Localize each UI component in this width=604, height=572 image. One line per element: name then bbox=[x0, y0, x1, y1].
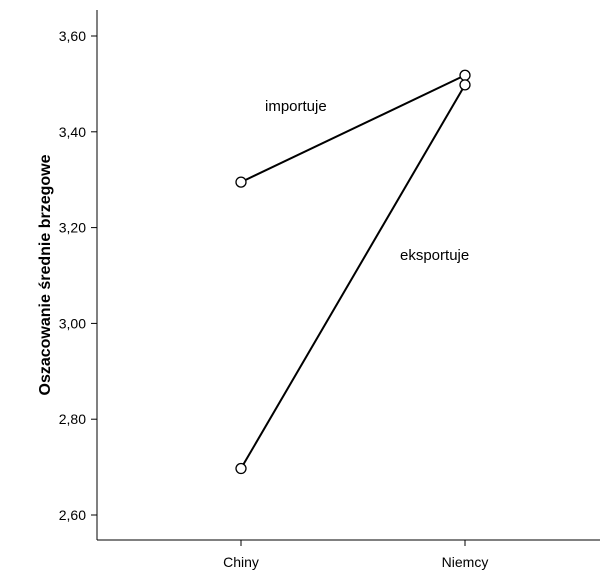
y-tick-label-0: 2,60 bbox=[59, 507, 86, 523]
annotation-eksportuje: eksportuje bbox=[400, 247, 469, 264]
axes bbox=[96, 10, 600, 541]
x-tick-label-1: Niemcy bbox=[442, 554, 489, 570]
series bbox=[240, 74, 466, 470]
y-axis-label: Oszacowanie średnie brzegowe bbox=[37, 154, 54, 395]
y-tick-label-2: 3,00 bbox=[59, 315, 86, 331]
y-tick-label-5: 3,60 bbox=[59, 28, 86, 44]
y-ticks: 2,60 2,80 3,00 3,20 3,40 3,60 bbox=[59, 28, 97, 523]
point-importuje-Niemcy bbox=[459, 69, 471, 81]
annotation-importuje: importuje bbox=[265, 98, 327, 115]
points bbox=[235, 69, 471, 475]
x-ticks: Chiny Niemcy bbox=[223, 540, 488, 570]
y-tick-label-4: 3,40 bbox=[59, 124, 86, 140]
point-eksportuje-Niemcy bbox=[459, 79, 471, 91]
point-eksportuje-Chiny bbox=[235, 462, 247, 475]
y-tick-label-1: 2,80 bbox=[59, 411, 86, 427]
series-line-eksportuje bbox=[240, 84, 466, 470]
x-tick-label-0: Chiny bbox=[223, 554, 259, 570]
point-importuje-Chiny bbox=[235, 176, 247, 188]
series-line-importuje bbox=[240, 74, 466, 183]
y-tick-label-3: 3,20 bbox=[59, 220, 86, 236]
